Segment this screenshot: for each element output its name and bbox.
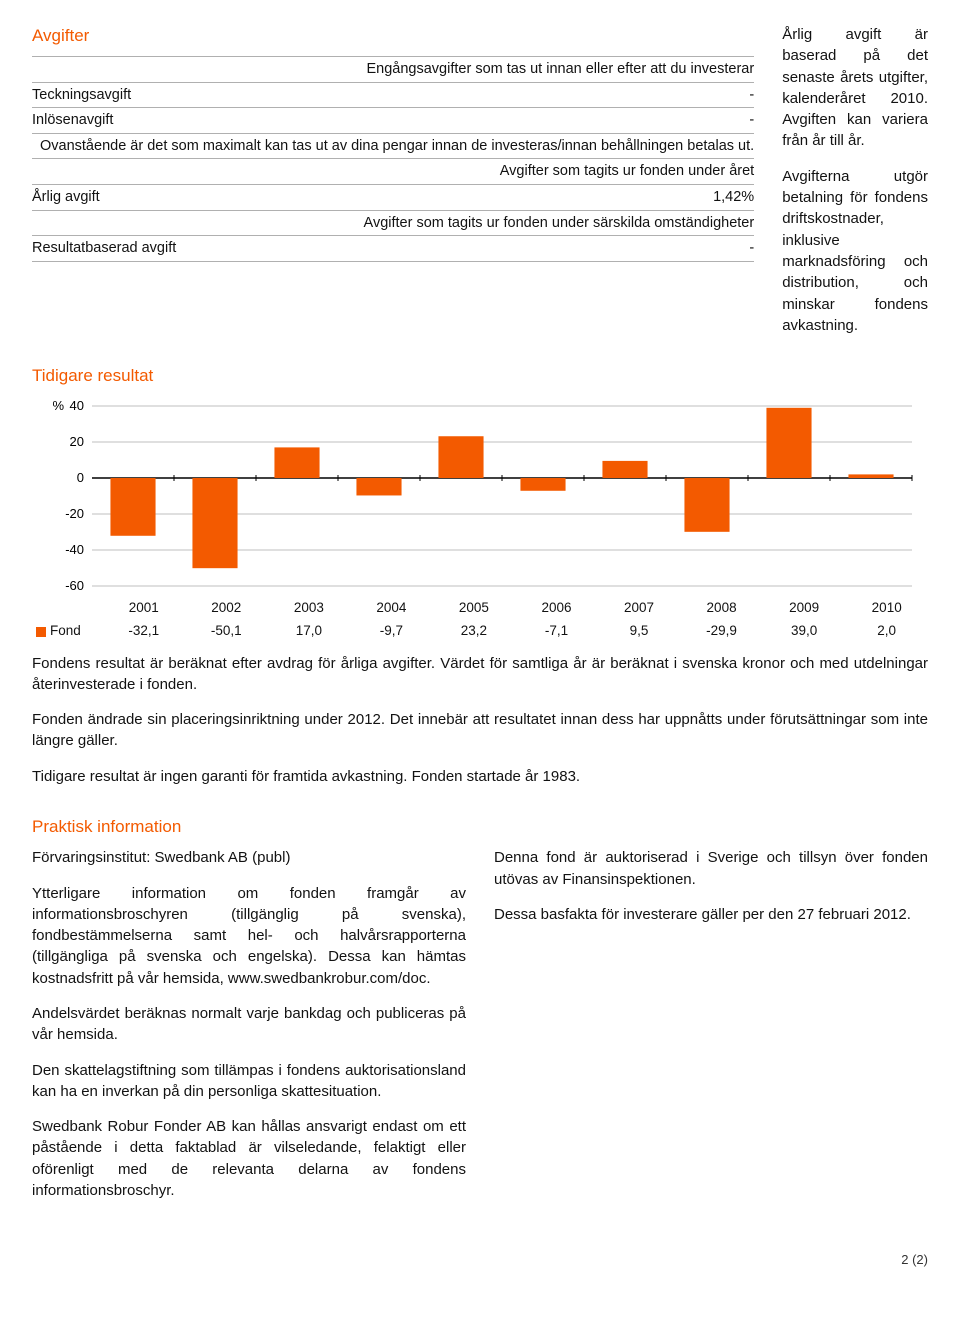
praktisk-right-p: Dessa basfakta för investerare gäller pe… — [494, 904, 928, 925]
praktisk-left-p: Andelsvärdet beräknas normalt varje bank… — [32, 1003, 466, 1046]
fee-row-label: Resultatbaserad avgift — [32, 236, 571, 261]
fees-subhead: Avgifter som tagits ur fonden under året — [32, 159, 754, 185]
tidigare-p1: Fondens resultat är beräknat efter avdra… — [32, 653, 928, 696]
praktisk-right-p: Denna fond är auktoriserad i Sverige och… — [494, 847, 928, 890]
tidigare-p2: Fonden ändrade sin placeringsinriktning … — [32, 709, 928, 752]
svg-text:20: 20 — [70, 434, 84, 449]
fee-row-label: Teckningsavgift — [32, 82, 571, 108]
fees-subhead: Avgifter som tagits ur fonden under särs… — [32, 210, 754, 236]
praktisk-left-p: Ytterligare information om fonden framgå… — [32, 883, 466, 989]
tidigare-p3: Tidigare resultat är ingen garanti för f… — [32, 766, 928, 787]
performance-chart: 40 20 0 -20 -40 -60% 200120022003200420052006… — [32, 396, 928, 642]
svg-text:-60: -60 — [65, 578, 84, 593]
svg-text:-40: -40 — [65, 542, 84, 557]
fee-row-label: Inlösenavgift — [32, 108, 571, 134]
praktisk-left-p: Swedbank Robur Fonder AB kan hållas ansv… — [32, 1116, 466, 1201]
fees-intro: Engångsavgifter som tas ut innan eller e… — [32, 57, 754, 83]
avgifter-right-p2: Avgifterna utgör betalning för fondens d… — [782, 166, 928, 336]
praktisk-left-p: Förvaringsinstitut: Swedbank AB (publ) — [32, 847, 466, 868]
avgifter-right-p1: Årlig avgift är baserad på det senaste å… — [782, 24, 928, 152]
svg-text:40: 40 — [70, 398, 84, 413]
page-number: 2 (2) — [32, 1251, 928, 1269]
fees-table: Engångsavgifter som tas ut innan eller e… — [32, 56, 754, 262]
svg-text:%: % — [52, 398, 64, 413]
avgifter-heading: Avgifter — [32, 24, 754, 48]
fee-row-value: - — [571, 236, 754, 261]
praktisk-heading: Praktisk information — [32, 815, 928, 839]
svg-text:-20: -20 — [65, 506, 84, 521]
tidigare-heading: Tidigare resultat — [32, 364, 928, 388]
praktisk-left-p: Den skattelagstiftning som tillämpas i f… — [32, 1060, 466, 1103]
fee-row-value: - — [571, 108, 754, 134]
fee-row-label: Årlig avgift — [32, 185, 571, 211]
fee-row-value: - — [571, 82, 754, 108]
fee-row-value: 1,42% — [571, 185, 754, 211]
performance-data-table: 2001200220032004200520062007200820092010… — [32, 596, 928, 642]
fees-note: Ovanstående är det som maximalt kan tas … — [32, 133, 754, 159]
svg-text:0: 0 — [77, 470, 84, 485]
